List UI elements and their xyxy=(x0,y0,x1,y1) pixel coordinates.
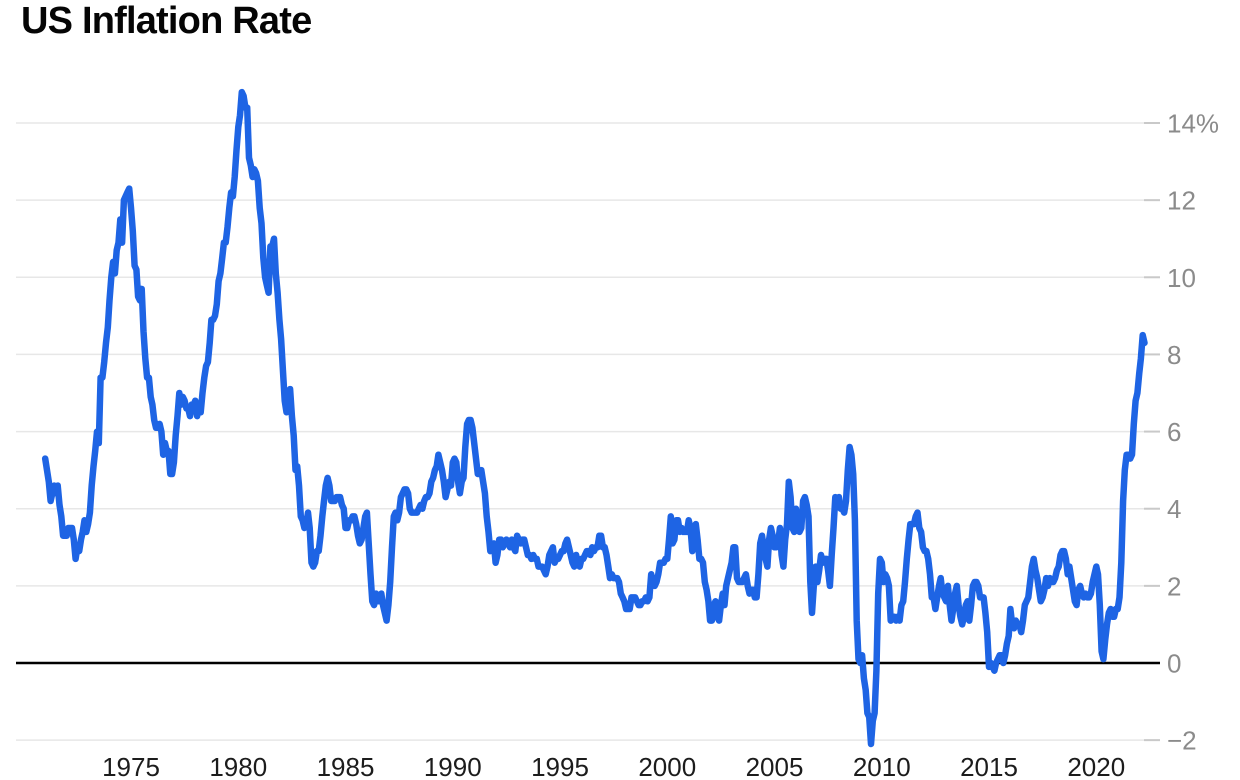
y-axis-label-14%: 14% xyxy=(1167,109,1219,139)
chart-title: US Inflation Rate xyxy=(21,0,312,42)
y-axis-label-0: 0 xyxy=(1167,649,1181,679)
y-axis-label-6: 6 xyxy=(1167,417,1181,447)
x-axis-label-1975: 1975 xyxy=(102,752,160,780)
y-axis-label-8: 8 xyxy=(1167,340,1181,370)
x-axis-label-2015: 2015 xyxy=(960,752,1018,780)
y-axis-label-12: 12 xyxy=(1167,186,1196,216)
x-axis-label-2000: 2000 xyxy=(638,752,696,780)
x-axis-label-2005: 2005 xyxy=(746,752,804,780)
x-axis-label-1990: 1990 xyxy=(424,752,482,780)
y-axis-label-10: 10 xyxy=(1167,263,1196,293)
y-axis-label-−2: −2 xyxy=(1167,726,1197,756)
y-axis-label-4: 4 xyxy=(1167,494,1181,524)
x-axis-label-2020: 2020 xyxy=(1067,752,1125,780)
inflation-rate-line-series xyxy=(41,88,1148,748)
y-axis-label-2: 2 xyxy=(1167,571,1181,601)
x-axis-label-1995: 1995 xyxy=(531,752,589,780)
x-axis-label-1985: 1985 xyxy=(317,752,375,780)
x-axis-label-2010: 2010 xyxy=(853,752,911,780)
x-axis-label-1980: 1980 xyxy=(209,752,267,780)
